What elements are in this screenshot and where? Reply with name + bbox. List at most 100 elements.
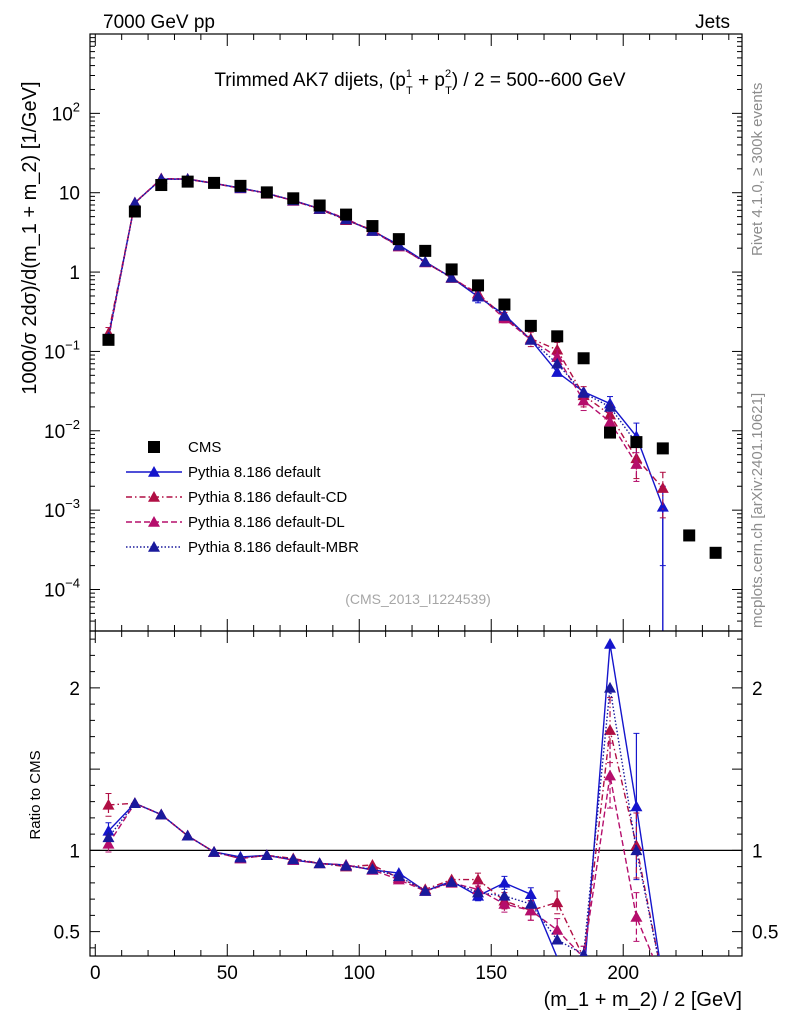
ratio-point <box>498 898 511 909</box>
data-point <box>419 244 432 257</box>
ratio-point <box>472 873 485 885</box>
legend-label: Pythia 8.186 default-DL <box>188 514 345 531</box>
data-point <box>524 319 537 332</box>
ratio-series <box>102 638 660 956</box>
mc-point <box>419 255 432 267</box>
mc-point <box>498 309 511 321</box>
ratio-panel: 0.5 0.5 1 1 2 2 0 50 100 150 200 Ratio to CMS (m_… <box>27 630 778 1011</box>
mc-point <box>630 458 643 469</box>
ratio-point <box>630 800 643 812</box>
data-point <box>445 263 458 276</box>
legend-marker <box>148 491 160 502</box>
legend-label: CMS <box>188 439 221 456</box>
main-y-ticks: 10−4 10−3 10−2 10−1 1 10 102 <box>44 37 742 632</box>
data-point <box>260 186 273 199</box>
mc-point <box>604 415 617 427</box>
ratio-point <box>551 924 564 935</box>
data-point <box>340 208 353 221</box>
ratio-point <box>234 851 247 863</box>
data-point <box>683 529 696 542</box>
data-point <box>102 333 115 346</box>
ratio-y-tick-label-right: 0.5 <box>752 923 778 944</box>
legend-marker <box>148 541 160 552</box>
ratio-point <box>366 863 379 874</box>
ratio-point <box>102 798 115 810</box>
legend-label: Pythia 8.186 default <box>188 464 321 481</box>
main-y-tick-label: 10−3 <box>44 496 80 522</box>
ratio-series-0 <box>102 638 660 956</box>
x-tick-label: 200 <box>607 963 639 984</box>
data-point <box>155 179 168 192</box>
legend-entry: Pythia 8.186 default <box>126 464 321 481</box>
ratio-point <box>287 853 300 865</box>
ratio-point <box>128 797 141 809</box>
ratio-point <box>155 808 168 820</box>
main-y-axis-title: 1000/σ 2dσ)/d(m_1 + m_2) [1/GeV] <box>19 81 41 394</box>
data-point <box>630 436 643 449</box>
legend-entry: Pythia 8.186 default-MBR <box>126 539 359 556</box>
legend-marker <box>148 441 160 453</box>
main-y-tick-label: 10 <box>59 184 80 205</box>
main-line-3 <box>107 177 637 465</box>
legend-entry: Pythia 8.186 default-CD <box>126 489 347 506</box>
header-right: Jets <box>695 12 730 33</box>
main-series <box>102 172 722 631</box>
ratio-point <box>340 859 353 871</box>
legend-label: Pythia 8.186 default-CD <box>188 489 347 506</box>
ratio-point <box>604 681 617 693</box>
mc-point <box>551 366 564 377</box>
ratio-point <box>604 724 617 735</box>
main-y-tick-label: 1 <box>69 263 80 284</box>
data-point <box>709 546 722 559</box>
ratio-y-tick-label-right: 2 <box>752 679 763 700</box>
data-point <box>656 442 669 455</box>
legend-entry: Pythia 8.186 default-DL <box>126 514 345 531</box>
ratio-point <box>181 829 194 841</box>
ratio-point <box>551 896 564 908</box>
mc-point <box>656 482 669 493</box>
x-tick-label: 150 <box>475 963 507 984</box>
ratio-point <box>498 889 511 901</box>
ratio-point <box>524 888 537 900</box>
main-y-tick-label: 10−1 <box>44 337 80 363</box>
rivet-label: Rivet 4.1.0, ≥ 300k events <box>749 83 766 256</box>
x-tick-label: 100 <box>343 963 375 984</box>
ratio-point <box>445 876 458 887</box>
mc-point <box>551 351 564 362</box>
ratio-series-2 <box>102 742 654 956</box>
x-tick-label: 50 <box>217 963 238 984</box>
mc-point <box>577 394 590 406</box>
x-axis-title: (m_1 + m_2) / 2 [GeV] <box>544 989 742 1011</box>
ratio-line-3 <box>107 687 659 956</box>
data-point <box>392 233 405 246</box>
ratio-frame <box>89 630 743 957</box>
mcplots-label: mcplots.cern.ch [arXiv:2401.10621] <box>749 393 766 628</box>
legend-label: Pythia 8.186 default-MBR <box>188 539 359 556</box>
legend-entry: CMS <box>148 439 221 456</box>
ratio-point <box>604 638 617 649</box>
ratio-y-ticks: 0.5 0.5 1 1 2 2 <box>54 638 778 949</box>
main-y-tick-label: 102 <box>52 99 80 125</box>
ratio-point <box>102 831 115 843</box>
main-line-4 <box>107 178 637 444</box>
data-point <box>498 298 511 311</box>
ratio-y-axis-title: Ratio to CMS <box>27 750 44 839</box>
header-left: 7000 GeV pp <box>103 12 215 33</box>
main-series-0 <box>102 175 722 559</box>
main-y-tick-label: 10−4 <box>44 576 80 602</box>
ratio-point <box>579 948 588 956</box>
mc-point <box>524 333 537 345</box>
ratio-point <box>604 769 617 781</box>
ratio-point <box>551 933 564 945</box>
data-point <box>577 352 590 365</box>
data-point <box>208 176 221 189</box>
ratio-point <box>419 885 432 896</box>
ratio-point <box>472 886 485 898</box>
x-tick-label: 0 <box>90 963 101 984</box>
main-line-1 <box>107 178 664 631</box>
main-line-2 <box>107 177 664 489</box>
ratio-y-tick-label: 2 <box>69 679 80 700</box>
main-title: Trimmed AK7 dijets, (p1 T + p2 T) / 2 = 50… <box>214 68 625 97</box>
data-point <box>128 205 141 218</box>
